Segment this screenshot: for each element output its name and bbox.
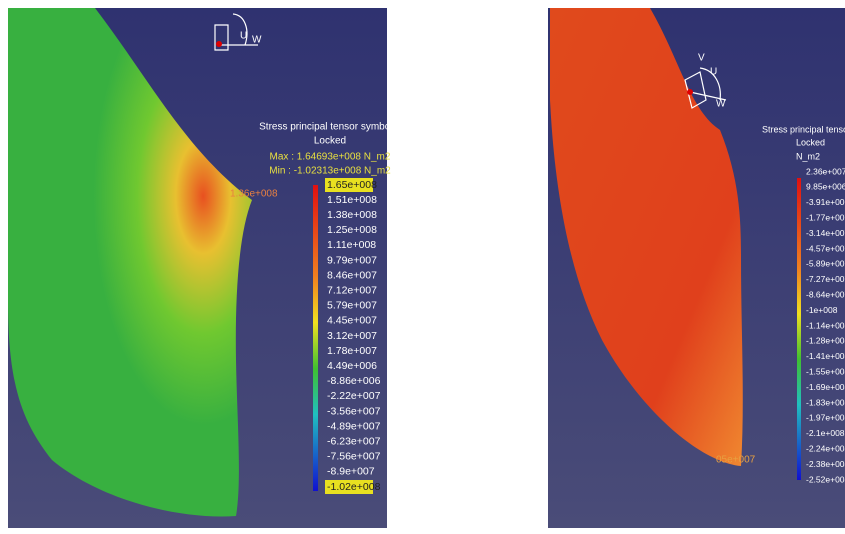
legend-label: -1.14e+008 <box>806 320 845 330</box>
legend-label: 7.12e+007 <box>327 284 377 296</box>
legend-label: 3.12e+007 <box>327 330 377 342</box>
legend-unit: N_m2 <box>796 151 820 161</box>
triad-origin <box>216 41 222 47</box>
legend-label: 1.51e+008 <box>327 194 377 206</box>
legend-label: 9.79e+007 <box>327 254 377 266</box>
legend-label: -2.38e+008 <box>806 459 845 469</box>
legend-label: 4.45e+007 <box>327 315 377 327</box>
legend-label: -3.56e+007 <box>327 405 381 417</box>
legend-label: 1.38e+008 <box>327 209 377 221</box>
annotation: 05e+007 <box>716 455 756 466</box>
legend-min: Min : -1.02313e+008 N_m2 <box>269 166 391 177</box>
legend-label: -2.24e+008 <box>806 443 845 453</box>
legend-label: 1.11e+008 <box>327 239 376 251</box>
legend-label: -7.27e+007 <box>806 274 845 284</box>
legend-label: -3.14e+007 <box>806 228 845 238</box>
legend-label: -1.41e+008 <box>806 351 845 361</box>
legend-title: Stress principal tensor symbol.1 <box>259 122 401 133</box>
legend-label: -2.22e+007 <box>327 390 381 402</box>
legend-label: -1.69e+008 <box>806 382 845 392</box>
axis-label: W <box>252 35 262 46</box>
color-scale <box>797 178 801 480</box>
legend-label: -8.9e+007 <box>327 466 375 478</box>
axis-label: W <box>716 99 726 110</box>
legend-label: -2.52e+008 <box>806 474 845 484</box>
legend-status: Locked <box>796 137 825 147</box>
legend-label: -1e+008 <box>806 305 838 315</box>
legend-label: -1.02e+008 <box>327 481 381 493</box>
axis-label: U <box>240 31 247 42</box>
legend-label: -2.1e+008 <box>806 428 845 438</box>
legend-label: -8.64e+007 <box>806 289 845 299</box>
legend-label: -1.55e+008 <box>806 366 845 376</box>
axis-label: V <box>698 53 705 64</box>
axis-label: U <box>710 67 717 78</box>
legend-title: Stress principal tensor symbol <box>762 124 845 134</box>
legend-status: Locked <box>314 136 346 147</box>
legend-label: -4.89e+007 <box>327 420 381 432</box>
screenshot: U W 1.36e+008 Stress principal tensor sy… <box>0 0 845 534</box>
legend-label: -1.77e+007 <box>806 212 845 222</box>
legend-label: -4.57e+007 <box>806 243 845 253</box>
legend-label: 9.85e+006 <box>806 182 845 192</box>
legend-label: -1.83e+008 <box>806 397 845 407</box>
legend-label: 2.36e+007 <box>806 166 845 176</box>
legend-label: -7.56e+007 <box>327 451 381 463</box>
legend-label: -8.86e+006 <box>327 375 381 387</box>
legend-label: 8.46e+007 <box>327 269 377 281</box>
annotation: 1.36e+008 <box>230 189 278 200</box>
legend-label: -3.91e+006 <box>806 197 845 207</box>
legend-labels: 1.65e+008 1.51e+008 1.38e+008 1.25e+008 1.11… <box>325 178 381 494</box>
legend-label: -1.97e+008 <box>806 413 845 423</box>
legend-label: 1.78e+007 <box>327 345 377 357</box>
legend-max: Max : 1.64693e+008 N_m2 <box>270 152 391 163</box>
triad-origin <box>687 89 693 95</box>
legend-label: 4.49e+006 <box>327 360 377 372</box>
legend-label: -5.89e+007 <box>806 259 845 269</box>
legend-label: 1.25e+008 <box>327 224 377 236</box>
legend-label: -6.23e+007 <box>327 435 381 447</box>
legend-labels: 2.36e+007 9.85e+006 -3.91e+006 -1.77e+007 -3… <box>806 166 845 484</box>
color-scale <box>313 185 318 491</box>
legend-label: -1.28e+008 <box>806 336 845 346</box>
legend-label: 1.65e+008 <box>327 179 377 191</box>
legend-label: 5.79e+007 <box>327 300 377 312</box>
